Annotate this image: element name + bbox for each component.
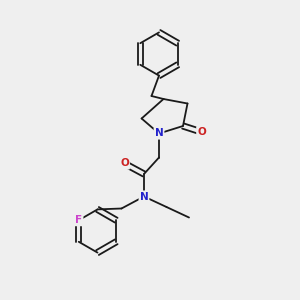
Text: N: N (140, 191, 148, 202)
Text: O: O (120, 158, 129, 169)
Text: N: N (154, 128, 164, 139)
Text: O: O (197, 127, 206, 137)
Text: F: F (75, 215, 82, 225)
